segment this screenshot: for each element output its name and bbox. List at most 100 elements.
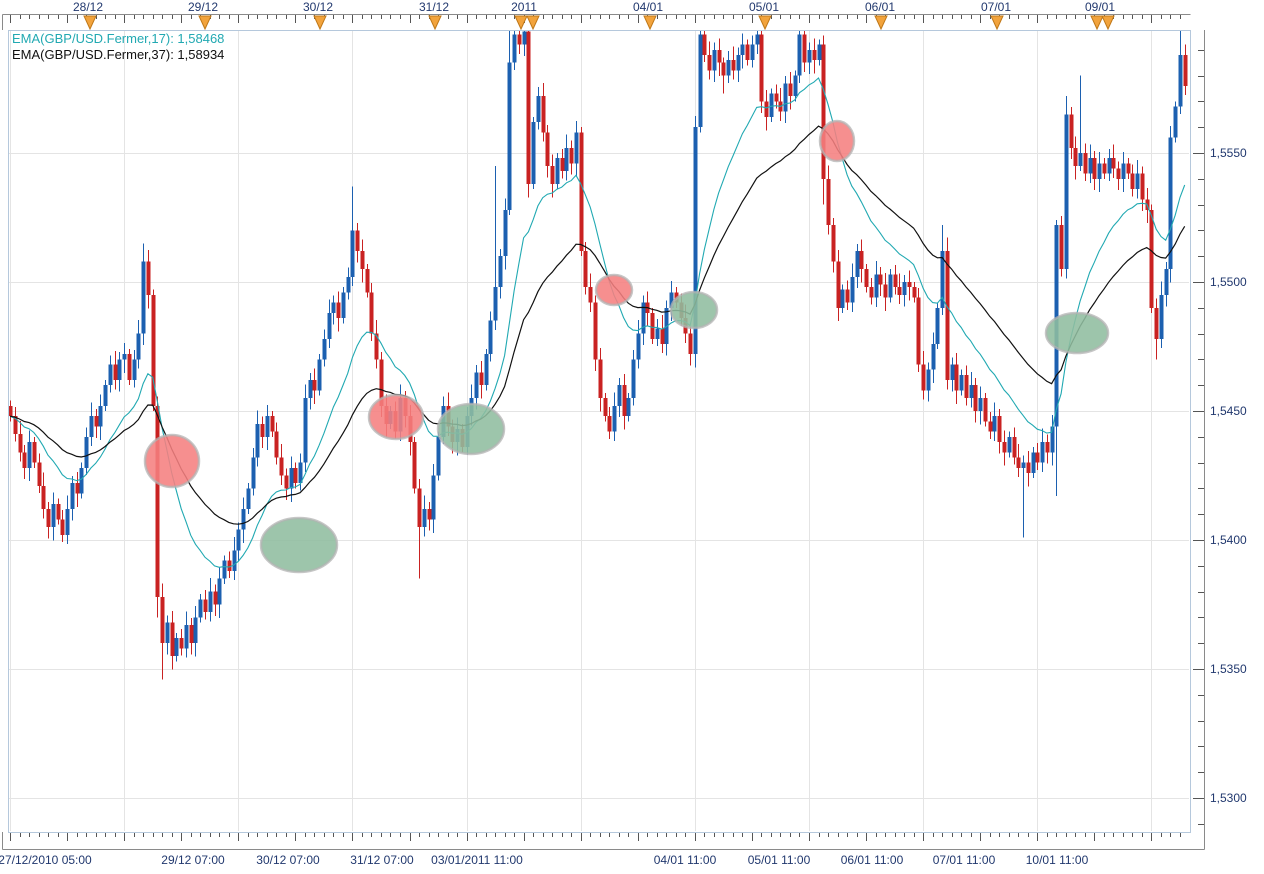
candle bbox=[184, 611, 189, 658]
candle bbox=[84, 427, 89, 475]
candle bbox=[1026, 451, 1031, 487]
candle bbox=[146, 250, 151, 309]
bottom-time-ruler[interactable]: 27/12/2010 05:00 29/12 07:00 30/12 07:00 31… bbox=[0, 832, 1205, 867]
candle bbox=[260, 416, 265, 449]
price-ruler-ticks bbox=[1193, 50, 1204, 825]
candle bbox=[893, 264, 898, 295]
candle bbox=[864, 263, 869, 293]
candle bbox=[1111, 144, 1116, 178]
candle bbox=[279, 444, 284, 485]
candle bbox=[916, 288, 921, 372]
candle bbox=[289, 456, 294, 502]
sell-signal-ellipse[interactable] bbox=[367, 393, 425, 441]
buy-signal-ellipse[interactable] bbox=[259, 516, 339, 574]
candle bbox=[265, 404, 270, 451]
candle bbox=[983, 392, 988, 427]
sell-signal-ellipse[interactable] bbox=[818, 119, 856, 163]
top-axis-label: 05/01 bbox=[749, 0, 779, 14]
sell-signal-ellipse[interactable] bbox=[143, 433, 201, 489]
candle bbox=[726, 50, 731, 83]
candle bbox=[802, 31, 807, 72]
candle bbox=[931, 332, 936, 384]
candle bbox=[79, 462, 84, 499]
price-axis-label: 1,5400 bbox=[1210, 533, 1247, 547]
bottom-axis-label: 29/12 07:00 bbox=[161, 853, 225, 867]
candle bbox=[241, 497, 246, 544]
candle bbox=[617, 377, 622, 418]
candle bbox=[702, 31, 707, 63]
candle bbox=[160, 583, 165, 680]
candle bbox=[954, 353, 959, 404]
candle bbox=[788, 71, 793, 110]
bottom-axis-label: 03/01/2011 11:00 bbox=[431, 853, 523, 867]
candle bbox=[365, 263, 370, 298]
candle bbox=[845, 280, 850, 310]
candle bbox=[89, 402, 94, 447]
candle bbox=[759, 31, 764, 113]
candle bbox=[13, 406, 18, 442]
candle bbox=[612, 392, 617, 441]
day-start-marker-icon bbox=[198, 15, 212, 31]
candle bbox=[731, 46, 736, 80]
ema-slow-line bbox=[9, 125, 1186, 525]
candle bbox=[103, 380, 108, 411]
candle bbox=[664, 300, 669, 356]
candle bbox=[650, 307, 655, 344]
candle bbox=[1016, 444, 1021, 478]
candle bbox=[1088, 144, 1093, 183]
top-time-ruler[interactable]: 28/12 29/12 30/12 31/12 2011 04/01 05/01 06/01 0… bbox=[2, 0, 1191, 31]
top-axis-label: 2011 bbox=[511, 0, 537, 14]
candle bbox=[992, 402, 997, 441]
candle bbox=[740, 33, 745, 69]
buy-signal-ellipse[interactable] bbox=[1044, 311, 1110, 355]
candle bbox=[836, 250, 841, 322]
candle bbox=[503, 198, 508, 270]
candle bbox=[978, 386, 983, 425]
top-axis-label: 09/01 bbox=[1085, 0, 1115, 14]
candle bbox=[878, 267, 883, 296]
candle bbox=[797, 31, 802, 83]
candle bbox=[807, 42, 812, 75]
candle bbox=[270, 411, 275, 437]
candle bbox=[151, 289, 156, 411]
price-ruler[interactable]: 1,5550 1,5500 1,5450 1,5400 1,5350 1,5300 bbox=[1193, 30, 1247, 850]
candle bbox=[988, 412, 993, 439]
candle bbox=[1045, 434, 1050, 464]
candle bbox=[46, 501, 51, 539]
candle bbox=[721, 57, 726, 94]
candle bbox=[1064, 96, 1069, 279]
buy-signal-ellipse[interactable] bbox=[669, 290, 719, 330]
buy-signal-ellipse[interactable] bbox=[436, 402, 506, 456]
candle bbox=[1168, 126, 1173, 283]
candle bbox=[113, 351, 118, 390]
sell-signal-ellipse[interactable] bbox=[594, 273, 634, 307]
top-axis-label: 29/12 bbox=[188, 0, 218, 14]
candle bbox=[203, 590, 208, 620]
candle bbox=[213, 584, 218, 616]
candle bbox=[284, 468, 289, 500]
day-start-marker-icon bbox=[874, 15, 888, 31]
candle bbox=[522, 31, 527, 56]
candle bbox=[27, 430, 32, 482]
candle bbox=[18, 420, 23, 462]
candle bbox=[712, 42, 717, 82]
candle bbox=[660, 315, 665, 354]
top-axis-label: 04/01 bbox=[633, 0, 663, 14]
candle bbox=[350, 186, 355, 287]
candle bbox=[855, 243, 860, 289]
candle bbox=[117, 352, 122, 392]
candle bbox=[593, 295, 598, 371]
candle bbox=[541, 82, 546, 142]
candle bbox=[688, 326, 693, 366]
candle bbox=[1159, 281, 1164, 349]
candle bbox=[1130, 164, 1135, 197]
candles-layer bbox=[9, 31, 1188, 680]
candle bbox=[122, 342, 127, 373]
candle bbox=[1040, 428, 1045, 472]
candle bbox=[869, 277, 874, 305]
candle bbox=[821, 35, 826, 205]
candle bbox=[526, 31, 531, 198]
candle bbox=[745, 39, 750, 66]
